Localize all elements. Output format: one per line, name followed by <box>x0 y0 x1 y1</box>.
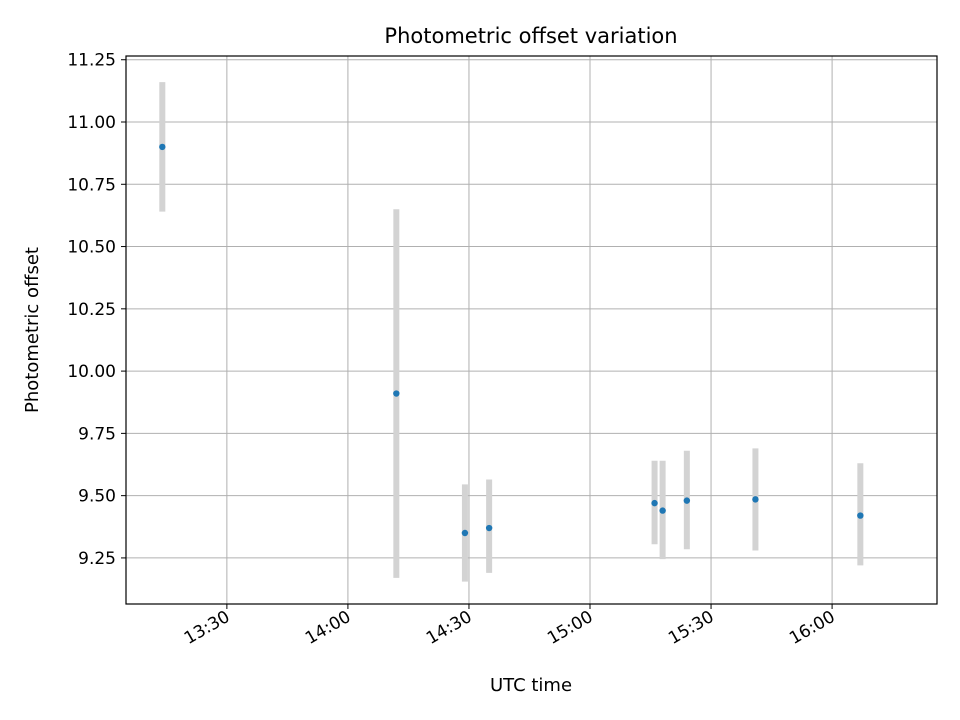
y-tick-label: 10.00 <box>67 362 116 382</box>
errorbars <box>159 82 864 582</box>
y-axis-ticks: 9.25 9.50 9.75 10.00 10.25 10.50 10.75 11.00 11.… <box>67 51 126 569</box>
x-tick-label: 15:00 <box>544 607 596 649</box>
y-axis-label: Photometric offset <box>22 247 43 413</box>
data-points <box>159 143 864 537</box>
y-tick-label: 10.75 <box>67 175 116 195</box>
grid <box>126 56 937 604</box>
chart-title: Photometric offset variation <box>384 24 677 48</box>
x-tick-label: 15:30 <box>665 607 717 649</box>
data-point <box>485 524 493 532</box>
data-point <box>659 507 666 514</box>
plot-frame <box>125 55 938 605</box>
y-tick-label: 11.25 <box>67 51 116 71</box>
y-tick-label: 10.50 <box>67 238 116 258</box>
x-tick-label: 14:30 <box>423 607 475 649</box>
x-tick-label: 16:00 <box>786 607 838 649</box>
data-point <box>393 390 400 397</box>
x-tick-label: 14:00 <box>302 607 354 649</box>
x-axis-ticks: 13:30 14:00 14:30 15:00 15:30 16:00 <box>181 604 839 649</box>
y-tick-label: 10.25 <box>67 300 116 320</box>
y-tick-label: 11.00 <box>67 113 116 133</box>
x-axis-label: UTC time <box>490 675 572 696</box>
y-tick-label: 9.50 <box>78 487 116 507</box>
data-point <box>857 512 864 519</box>
data-point <box>752 496 759 503</box>
x-tick-label: 13:30 <box>181 607 233 649</box>
data-point <box>651 499 658 507</box>
y-tick-label: 9.75 <box>78 424 116 444</box>
data-point <box>683 497 691 504</box>
data-point <box>159 143 166 151</box>
y-tick-label: 9.25 <box>78 549 116 569</box>
data-point <box>461 529 469 537</box>
